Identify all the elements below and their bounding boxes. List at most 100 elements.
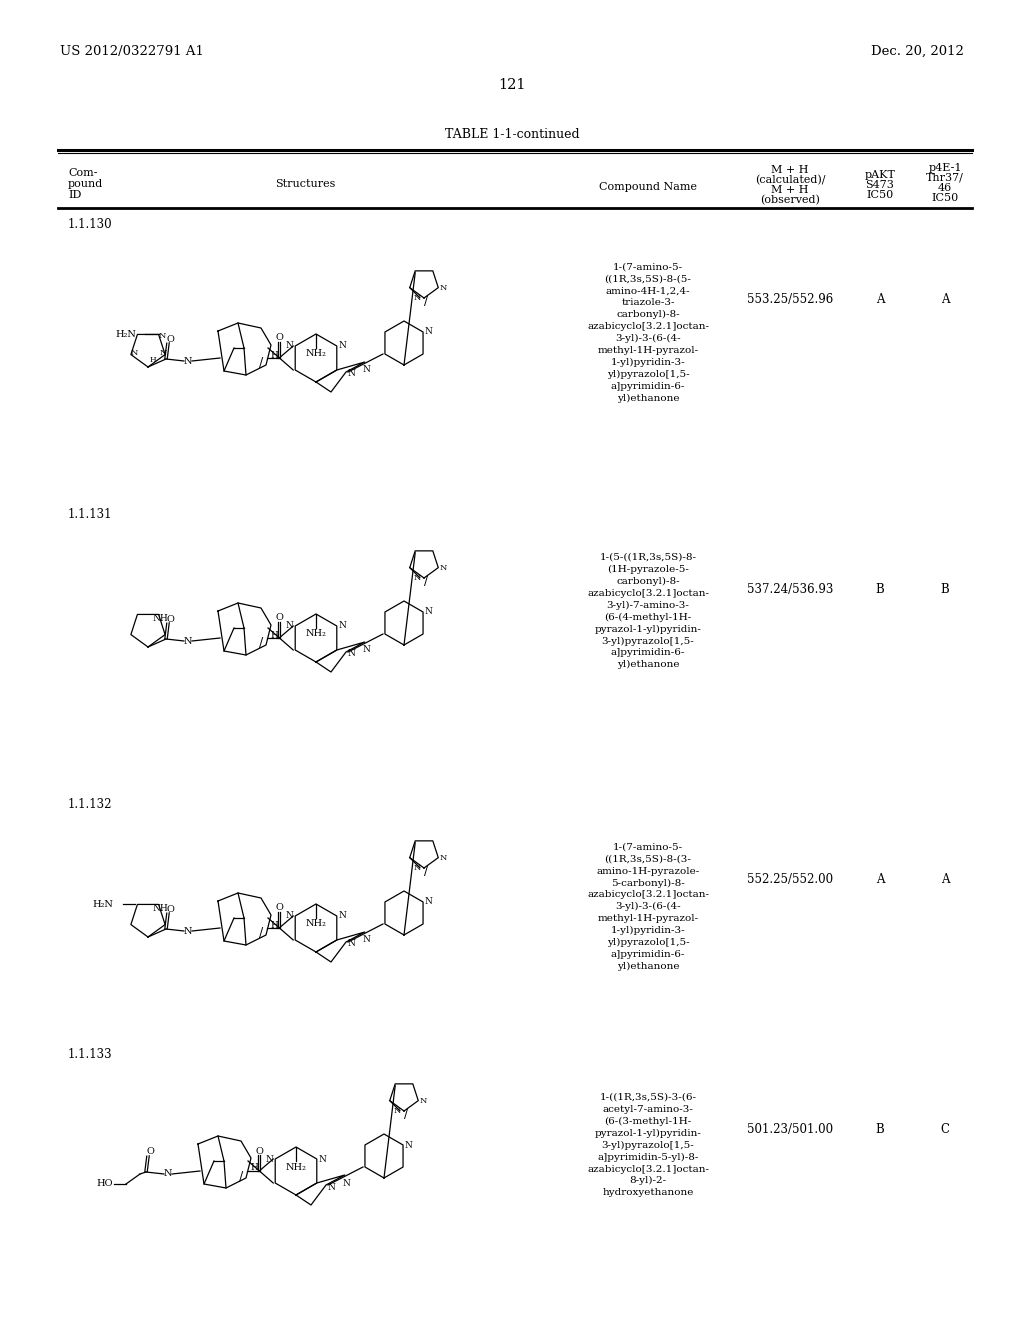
Text: Thr37/: Thr37/ [926, 173, 964, 183]
Text: N: N [339, 912, 347, 920]
Text: N: N [362, 366, 371, 375]
Text: H: H [250, 1163, 258, 1172]
Text: /: / [424, 865, 428, 878]
Text: NH₂: NH₂ [286, 1163, 306, 1172]
Text: H: H [270, 920, 278, 929]
Text: M + H: M + H [771, 165, 809, 176]
Text: 552.25/552.00: 552.25/552.00 [746, 873, 834, 886]
Text: N: N [286, 912, 293, 920]
Text: N: N [318, 1155, 327, 1163]
Text: N: N [160, 348, 167, 356]
Text: IC50: IC50 [866, 190, 894, 201]
Text: B: B [876, 583, 885, 597]
Text: N: N [286, 342, 293, 351]
Text: N: N [265, 1155, 273, 1163]
Text: 553.25/552.96: 553.25/552.96 [746, 293, 834, 306]
Text: p4E-1: p4E-1 [928, 162, 962, 173]
Text: N: N [348, 370, 355, 379]
Text: N: N [424, 898, 432, 907]
Text: IC50: IC50 [932, 193, 958, 203]
Text: N: N [339, 342, 347, 351]
Text: /: / [259, 928, 263, 940]
Text: H: H [270, 351, 278, 359]
Text: O: O [255, 1147, 263, 1155]
Text: NH₂: NH₂ [305, 350, 327, 359]
Text: O: O [275, 903, 284, 912]
Text: 1.1.133: 1.1.133 [68, 1048, 113, 1061]
Text: O: O [146, 1147, 154, 1156]
Text: NH₂: NH₂ [305, 920, 327, 928]
Text: HO: HO [96, 1180, 113, 1188]
Text: H₂N: H₂N [116, 330, 136, 339]
Text: N: N [164, 1170, 172, 1179]
Text: Com-: Com- [68, 168, 97, 178]
Text: pound: pound [68, 180, 103, 189]
Text: 1-((1R,3s,5S)-3-(6-
acetyl-7-amino-3-
(6-(3-methyl-1H-
pyrazol-1-yl)pyridin-
3-y: 1-((1R,3s,5S)-3-(6- acetyl-7-amino-3- (6… [587, 1093, 709, 1197]
Text: N: N [439, 854, 446, 862]
Text: N: N [439, 564, 446, 572]
Text: 1.1.131: 1.1.131 [68, 508, 113, 521]
Text: S473: S473 [865, 180, 894, 190]
Text: N: N [343, 1179, 351, 1188]
Text: H: H [150, 355, 157, 363]
Text: N: N [339, 622, 347, 631]
Text: 1-(7-amino-5-
((1R,3s,5S)-8-(3-
amino-1H-pyrazole-
5-carbonyl)-8-
azabicyclo[3.2: 1-(7-amino-5- ((1R,3s,5S)-8-(3- amino-1H… [587, 843, 709, 972]
Text: NH₂: NH₂ [305, 630, 327, 639]
Text: (calculated)/: (calculated)/ [755, 176, 825, 185]
Text: N: N [183, 356, 193, 366]
Text: N: N [286, 622, 293, 631]
Text: Structures: Structures [274, 180, 335, 189]
Text: M + H: M + H [771, 185, 809, 195]
Text: /: / [259, 358, 263, 371]
Text: H₂N: H₂N [92, 900, 114, 909]
Text: A: A [941, 293, 949, 306]
Text: O: O [166, 334, 174, 343]
Text: 501.23/501.00: 501.23/501.00 [746, 1123, 834, 1137]
Text: O: O [275, 334, 284, 342]
Text: B: B [876, 1123, 885, 1137]
Text: N: N [424, 607, 432, 616]
Text: N: N [414, 865, 421, 873]
Text: A: A [876, 293, 885, 306]
Text: B: B [941, 583, 949, 597]
Text: /: / [424, 576, 428, 589]
Text: 1.1.132: 1.1.132 [68, 799, 113, 810]
Text: N: N [362, 645, 371, 655]
Text: N: N [159, 333, 166, 341]
Text: N: N [414, 574, 421, 582]
Text: O: O [166, 615, 174, 623]
Text: N: N [420, 1097, 427, 1105]
Text: A: A [876, 873, 885, 886]
Text: /: / [403, 1107, 408, 1121]
Text: N: N [130, 348, 137, 356]
Text: N: N [348, 940, 355, 949]
Text: US 2012/0322791 A1: US 2012/0322791 A1 [60, 45, 204, 58]
Text: N: N [439, 284, 446, 292]
Text: pAKT: pAKT [864, 170, 895, 180]
Text: (observed): (observed) [760, 195, 820, 206]
Text: N: N [414, 294, 421, 302]
Text: O: O [275, 614, 284, 623]
Text: 121: 121 [499, 78, 525, 92]
Text: N: N [404, 1140, 412, 1150]
Text: N: N [348, 649, 355, 659]
Text: Dec. 20, 2012: Dec. 20, 2012 [871, 45, 964, 58]
Text: /: / [259, 638, 263, 651]
Text: N: N [362, 936, 371, 945]
Text: H: H [270, 631, 278, 639]
Text: NH: NH [153, 614, 169, 623]
Text: N: N [183, 927, 193, 936]
Text: 46: 46 [938, 183, 952, 193]
Text: C: C [940, 1123, 949, 1137]
Text: ID: ID [68, 190, 81, 201]
Text: 537.24/536.93: 537.24/536.93 [746, 583, 834, 597]
Text: TABLE 1-1-continued: TABLE 1-1-continued [444, 128, 580, 141]
Text: NH: NH [153, 904, 169, 913]
Text: A: A [941, 873, 949, 886]
Text: N: N [393, 1107, 400, 1115]
Text: 1.1.130: 1.1.130 [68, 218, 113, 231]
Text: N: N [328, 1183, 336, 1192]
Text: O: O [166, 904, 174, 913]
Text: N: N [424, 327, 432, 337]
Text: Compound Name: Compound Name [599, 182, 697, 191]
